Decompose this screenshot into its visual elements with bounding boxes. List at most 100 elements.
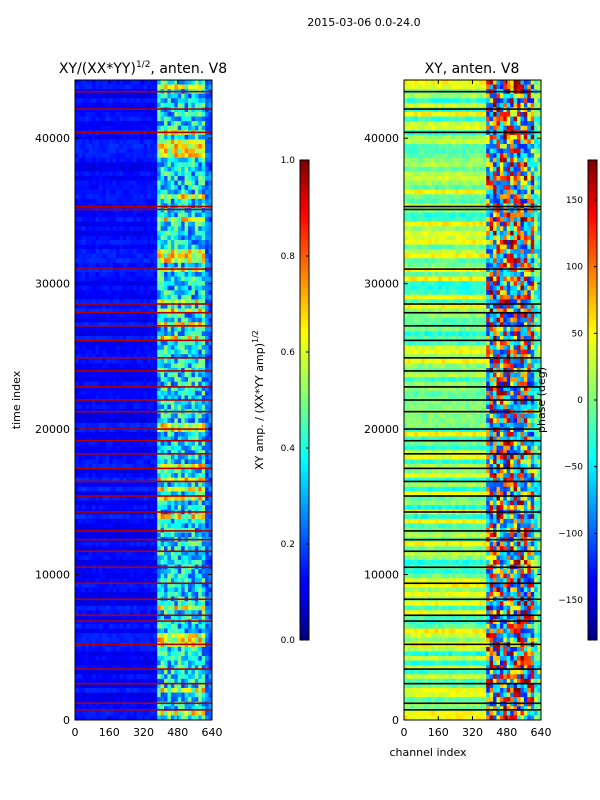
amp-heatmap-cell [181, 226, 185, 232]
amp-heatmap-cell [164, 230, 168, 236]
amp-heatmap-cell [95, 80, 100, 85]
amp-heatmap-cell [188, 322, 192, 328]
amp-heatmap-cell [198, 592, 203, 597]
amp-heatmap-cell [164, 491, 168, 497]
amp-heatmap-cell [160, 80, 165, 85]
amp-heatmap-cell [105, 221, 110, 227]
amp-heatmap-cell [174, 345, 179, 351]
amp-heatmap-cell [105, 505, 110, 511]
amp-heatmap-cell [116, 532, 120, 538]
amp-heatmap-cell [208, 468, 212, 474]
amp-heatmap-cell [170, 390, 175, 396]
amp-heatmap-cell [81, 468, 86, 474]
amp-heatmap-cell [88, 354, 93, 360]
amp-heatmap-cell [184, 176, 189, 181]
amp-heatmap-cell [153, 139, 158, 145]
amp-heatmap-cell [92, 272, 96, 277]
amp-heatmap-cell [88, 473, 93, 479]
amp-heatmap-cell [160, 450, 165, 456]
amp-heatmap-cell [88, 628, 93, 634]
amp-heatmap-cell [98, 134, 103, 140]
amp-heatmap-cell [194, 354, 199, 360]
amp-heatmap-cell [85, 514, 90, 520]
amp-heatmap-cell [95, 304, 100, 309]
amp-heatmap-cell [194, 308, 199, 314]
amp-heatmap-cell [198, 331, 203, 337]
amp-heatmap-cell [129, 573, 134, 579]
amp-heatmap-cell [208, 413, 212, 419]
amp-heatmap-cell [181, 326, 185, 332]
amp-heatmap-cell [109, 555, 114, 561]
amp-heatmap-cell [153, 336, 158, 341]
amp-heatmap-cell [150, 144, 155, 149]
amp-heatmap-cell [191, 221, 196, 227]
amp-heatmap-cell [174, 112, 179, 117]
amp-heatmap-cell [184, 400, 189, 405]
amp-heatmap-cell [146, 614, 151, 620]
amp-heatmap-cell [201, 578, 206, 584]
amp-heatmap-cell [153, 198, 158, 204]
amp-heatmap-cell [112, 212, 117, 218]
amp-heatmap-cell [198, 358, 203, 364]
amp-heatmap-cell [140, 217, 144, 223]
amp-heatmap-cell [116, 272, 120, 277]
amp-heatmap-cell [75, 185, 79, 191]
amp-heatmap-cell [198, 194, 203, 200]
amp-heatmap-cell [122, 518, 127, 524]
amp-heatmap-cell [102, 144, 107, 149]
amp-heatmap-cell [150, 541, 155, 547]
amp-heatmap-cell [198, 80, 203, 85]
amp-heatmap-cell [119, 354, 124, 360]
amp-heatmap-cell [116, 404, 120, 410]
amp-heatmap-cell [181, 505, 185, 511]
amp-heatmap-cell [188, 555, 192, 561]
amp-heatmap-cell [170, 258, 175, 264]
amp-heatmap-cell [188, 450, 192, 456]
amp-heatmap-cell [95, 500, 100, 506]
amp-heatmap-cell [191, 450, 196, 456]
amp-heatmap-cell [129, 116, 134, 122]
amp-heatmap-cell [78, 500, 83, 506]
amp-heatmap-cell [177, 249, 182, 255]
amp-heatmap-cell [160, 404, 165, 410]
amp-heatmap-cell [75, 550, 79, 556]
amp-heatmap-cell [184, 454, 189, 460]
amp-heatmap-cell [146, 592, 151, 597]
amp-heatmap-cell [126, 262, 131, 268]
amp-heatmap-cell [122, 80, 127, 85]
amp-heatmap-cell [109, 281, 114, 287]
amp-heatmap-cell [95, 212, 100, 218]
amp-heatmap-cell [194, 363, 199, 369]
amp-heatmap-cell [146, 171, 151, 177]
amp-heatmap-cell [133, 139, 138, 145]
amp-heatmap-cell [205, 285, 209, 291]
amp-heatmap-cell [116, 646, 120, 652]
amp-heatmap-cell [119, 272, 124, 277]
amp-heatmap-cell [174, 422, 179, 428]
amp-heatmap-cell [85, 107, 90, 113]
amp-heatmap-cell [122, 134, 127, 140]
amp-heatmap-cell [105, 240, 110, 245]
amp-heatmap-cell [85, 441, 90, 447]
amp-heatmap-cell [133, 432, 138, 437]
amp-heatmap-cell [126, 98, 131, 104]
amp-heatmap-cell [92, 240, 96, 245]
amp-heatmap-cell [174, 313, 179, 319]
amp-heatmap-cell [140, 153, 144, 159]
amp-heatmap-cell [181, 637, 185, 643]
amp-heatmap-cell [208, 80, 212, 85]
amp-heatmap-cell [136, 422, 141, 428]
amp-heatmap-cell [116, 208, 120, 213]
amp-heatmap-cell [201, 212, 206, 218]
amp-heatmap-cell [164, 331, 168, 337]
amp-heatmap-cell [140, 102, 144, 108]
amp-heatmap-cell [150, 601, 155, 607]
amp-heatmap-cell [78, 514, 83, 520]
amp-heatmap-cell [174, 80, 179, 85]
amp-heatmap-cell [129, 313, 134, 319]
amp-heatmap-cell [150, 459, 155, 465]
amp-heatmap-cell [164, 308, 168, 314]
amp-heatmap-cell [92, 445, 96, 451]
amp-heatmap-cell [194, 523, 199, 529]
amp-heatmap-cell [167, 372, 172, 378]
